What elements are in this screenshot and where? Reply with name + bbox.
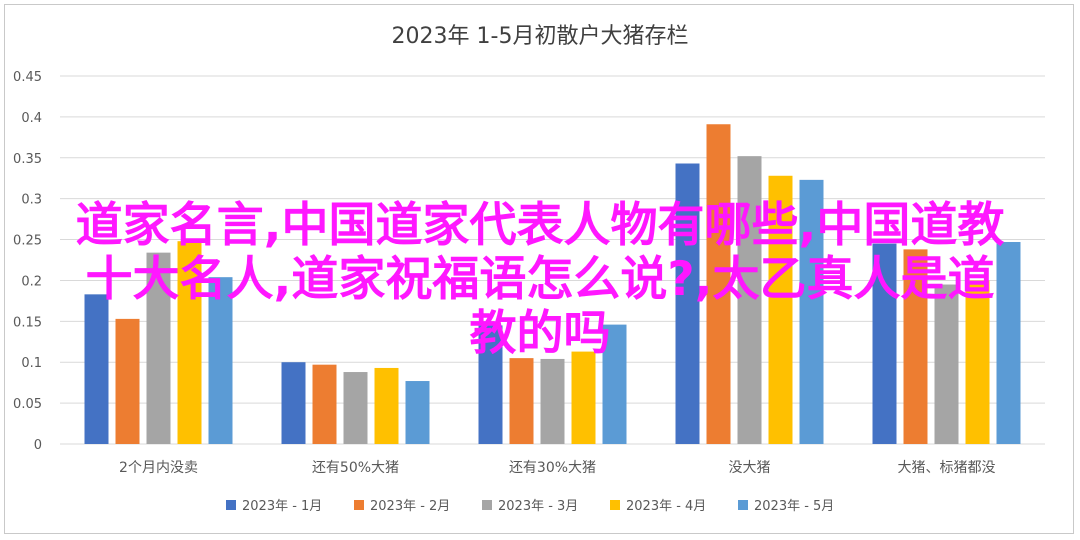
bar bbox=[343, 372, 368, 444]
bar bbox=[374, 367, 399, 444]
legend-swatch bbox=[738, 500, 748, 510]
bar bbox=[737, 156, 762, 445]
x-tick-label: 没大猪 bbox=[729, 460, 771, 476]
bar bbox=[872, 243, 897, 444]
bar bbox=[509, 358, 534, 444]
bar bbox=[177, 241, 202, 444]
bar bbox=[965, 280, 990, 444]
y-tick-label: 0.3 bbox=[21, 193, 42, 208]
bar bbox=[903, 249, 928, 444]
legend-label: 2023年 - 4月 bbox=[626, 499, 706, 514]
bar bbox=[675, 163, 700, 444]
legend-swatch bbox=[610, 500, 620, 510]
bars bbox=[84, 124, 1021, 445]
chart-title: 2023年 1-5月初散户大猪存栏 bbox=[391, 24, 689, 49]
bar bbox=[115, 318, 140, 444]
y-tick-label: 0.2 bbox=[21, 274, 42, 289]
y-tick-label: 0.25 bbox=[13, 234, 42, 249]
y-tick-label: 0.35 bbox=[13, 152, 42, 167]
bar bbox=[208, 277, 233, 444]
y-tick-label: 0 bbox=[34, 438, 42, 453]
legend-label: 2023年 - 2月 bbox=[370, 499, 450, 514]
overlay-text-line-3: 教的吗 bbox=[469, 306, 611, 361]
legend-swatch bbox=[226, 500, 236, 510]
bar bbox=[478, 325, 503, 444]
bar bbox=[312, 364, 337, 444]
bar bbox=[146, 252, 171, 444]
bar bbox=[84, 294, 109, 444]
x-axis-ticks: 2个月内没卖 还有50%大猪 还有30%大猪 没大猪 大猪、标猪都没 bbox=[119, 460, 995, 476]
legend-label: 2023年 - 5月 bbox=[754, 499, 834, 514]
legend-swatch bbox=[354, 500, 364, 510]
y-axis-ticks: 0 0.05 0.1 0.15 0.2 0.25 0.3 0.35 0.4 0.45 bbox=[13, 70, 42, 453]
x-tick-label: 大猪、标猪都没 bbox=[898, 460, 996, 476]
y-tick-label: 0.1 bbox=[21, 356, 42, 371]
x-tick-label: 还有50%大猪 bbox=[312, 460, 399, 476]
bar bbox=[706, 124, 731, 444]
bar bbox=[602, 324, 627, 444]
bar bbox=[281, 362, 306, 444]
y-tick-label: 0.15 bbox=[13, 315, 42, 330]
overlay-text-line-1: 道家名言,中国道家代表人物有哪些,中国道教 bbox=[75, 198, 1005, 253]
overlay-text-line-2: 十大名人,道家祝福语怎么说?,太乙真人是道 bbox=[85, 252, 995, 307]
y-tick-label: 0.4 bbox=[21, 111, 42, 126]
legend-label: 2023年 - 3月 bbox=[498, 499, 578, 514]
bar bbox=[540, 358, 565, 444]
bar bbox=[934, 284, 959, 444]
bar bbox=[768, 175, 793, 444]
y-tick-label: 0.05 bbox=[13, 397, 42, 412]
bar bbox=[799, 179, 824, 444]
bar bbox=[571, 351, 596, 444]
y-tick-label: 0.45 bbox=[13, 70, 42, 85]
bar bbox=[996, 242, 1021, 444]
bar bbox=[405, 381, 430, 444]
legend: 2023年 - 1月 2023年 - 2月 2023年 - 3月 2023年 - 4月… bbox=[226, 499, 834, 514]
legend-label: 2023年 - 1月 bbox=[242, 499, 322, 514]
x-tick-label: 还有30%大猪 bbox=[509, 460, 596, 476]
legend-swatch bbox=[482, 500, 492, 510]
x-tick-label: 2个月内没卖 bbox=[119, 460, 198, 476]
